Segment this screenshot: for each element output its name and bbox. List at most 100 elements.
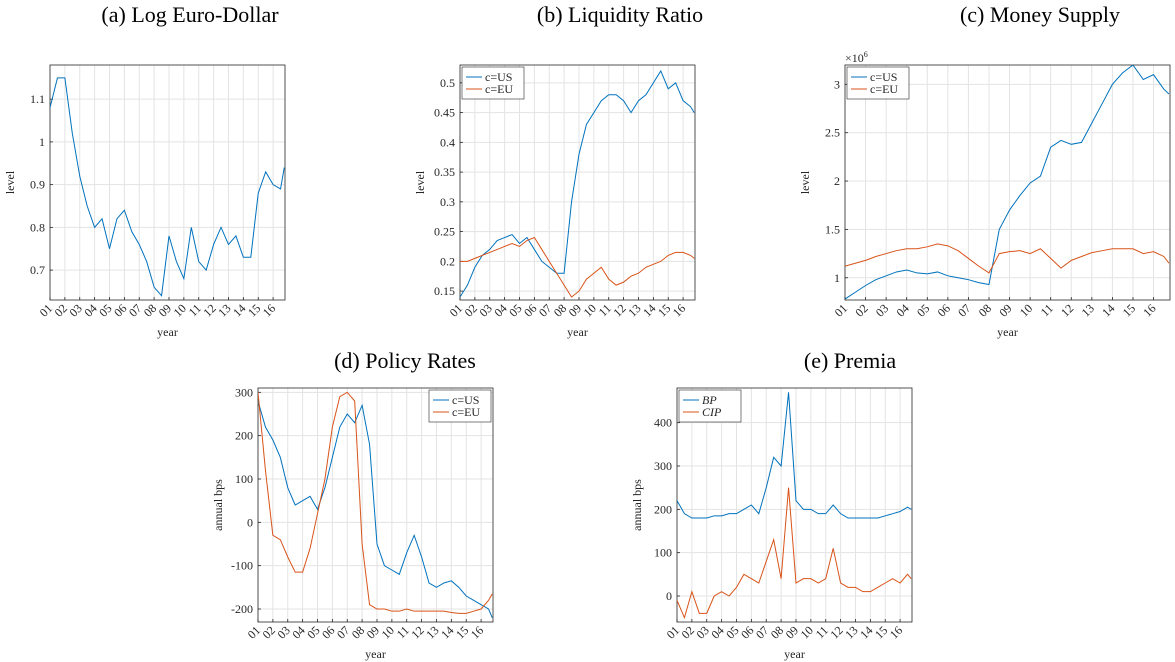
subplot: (e) Premia010203040506070809101112131415… bbox=[630, 348, 913, 661]
legend-box bbox=[461, 66, 525, 100]
x-tick-label: 03 bbox=[873, 301, 891, 319]
legend-label: c=US bbox=[870, 70, 897, 84]
x-tick-label: 14 bbox=[1099, 301, 1117, 319]
x-axis-label: year bbox=[567, 325, 588, 339]
x-tick-label: 02 bbox=[852, 301, 870, 319]
y-tick-label: 0.45 bbox=[434, 106, 455, 120]
x-tick-label: 16 bbox=[260, 301, 278, 319]
data-line bbox=[258, 400, 493, 618]
y-tick-label: -200 bbox=[231, 602, 253, 616]
y-axis-label: level bbox=[413, 170, 427, 194]
x-tick-label: 16 bbox=[887, 623, 905, 641]
x-tick-label: 16 bbox=[1140, 301, 1158, 319]
y-tick-label: 2.5 bbox=[825, 126, 840, 140]
x-tick-label: 16 bbox=[468, 623, 486, 641]
y-tick-label: 0.15 bbox=[434, 284, 455, 298]
y-axis-label: annual bps bbox=[630, 479, 644, 531]
x-tick-label: 04 bbox=[893, 301, 911, 319]
data-line bbox=[460, 69, 695, 298]
plot-lines bbox=[258, 391, 493, 618]
plot-frame bbox=[844, 64, 1171, 301]
y-tick-label: 3 bbox=[834, 77, 840, 91]
y-tick-label: 0.8 bbox=[30, 220, 45, 234]
y-tick-label: -100 bbox=[231, 559, 253, 573]
y-axis-label: annual bps bbox=[211, 479, 225, 531]
subplot: (b) Liquidity Ratio010203040506070809101… bbox=[413, 2, 703, 339]
y-tick-label: 0.3 bbox=[440, 195, 455, 209]
subplot-title: (d) Policy Rates bbox=[334, 348, 476, 373]
y-tick-label: 200 bbox=[654, 502, 672, 516]
x-tick-label: 11 bbox=[1038, 301, 1056, 319]
y-tick-label: 1.5 bbox=[825, 222, 840, 236]
y-tick-label: 300 bbox=[235, 385, 253, 399]
legend-label: c=EU bbox=[870, 82, 898, 96]
plot-lines bbox=[677, 392, 912, 620]
x-tick-label: 16 bbox=[670, 301, 688, 319]
y-tick-label: 0 bbox=[247, 515, 253, 529]
legend-box bbox=[428, 389, 492, 423]
subplot-title: (a) Log Euro-Dollar bbox=[101, 2, 279, 27]
y-tick-label: 200 bbox=[235, 429, 253, 443]
plot-frame bbox=[459, 64, 696, 301]
legend-label: c=EU bbox=[452, 405, 480, 419]
data-line bbox=[258, 391, 493, 614]
data-line bbox=[460, 236, 695, 298]
y-tick-label: 0.35 bbox=[434, 165, 455, 179]
data-line bbox=[677, 392, 912, 519]
data-line bbox=[50, 77, 285, 297]
x-tick-label: 07 bbox=[955, 301, 973, 319]
subplot-title: (e) Premia bbox=[804, 348, 896, 373]
y-tick-label: 100 bbox=[235, 472, 253, 486]
y-tick-label: 0.2 bbox=[440, 254, 455, 268]
legend: c=USc=EU bbox=[428, 389, 492, 423]
plot-lines bbox=[460, 69, 695, 298]
x-axis-label: year bbox=[784, 647, 805, 661]
subplot: (a) Log Euro-Dollar010203040506070809101… bbox=[3, 2, 286, 339]
plot-lines bbox=[845, 65, 1170, 300]
data-line bbox=[845, 65, 1170, 300]
legend-label: c=US bbox=[452, 393, 479, 407]
plot-frame bbox=[676, 387, 913, 623]
legend-box bbox=[678, 389, 742, 423]
plot-lines bbox=[50, 77, 285, 297]
y-tick-label: 0.4 bbox=[440, 135, 455, 149]
x-tick-label: 08 bbox=[976, 301, 994, 319]
subplot: (d) Policy Rates010203040506070809101112… bbox=[211, 348, 494, 661]
x-tick-label: 12 bbox=[1058, 301, 1076, 319]
y-tick-label: 0.25 bbox=[434, 225, 455, 239]
legend-label: CIP bbox=[702, 405, 722, 419]
legend-label: BP bbox=[702, 393, 717, 407]
x-tick-label: 01 bbox=[832, 301, 850, 319]
y-axis-label: level bbox=[798, 170, 812, 194]
data-line bbox=[677, 487, 912, 620]
legend-box bbox=[846, 66, 910, 100]
y-exponent: ×106 bbox=[845, 50, 868, 65]
x-tick-label: 10 bbox=[1017, 301, 1035, 319]
y-tick-label: 0.5 bbox=[440, 76, 455, 90]
x-tick-label: 06 bbox=[935, 301, 953, 319]
x-tick-label: 05 bbox=[914, 301, 932, 319]
x-tick-label: 13 bbox=[1079, 301, 1097, 319]
legend: c=USc=EU bbox=[461, 66, 525, 100]
x-axis-label: year bbox=[997, 325, 1018, 339]
y-exponent-base: ×10 bbox=[845, 51, 864, 65]
y-tick-label: 1 bbox=[39, 135, 45, 149]
y-tick-label: 2 bbox=[834, 174, 840, 188]
y-tick-label: 300 bbox=[654, 459, 672, 473]
x-tick-label: 15 bbox=[1120, 301, 1138, 319]
data-line bbox=[845, 243, 1170, 274]
x-axis-label: year bbox=[365, 647, 386, 661]
y-tick-label: 1.1 bbox=[30, 92, 45, 106]
legend-label: c=US bbox=[485, 70, 512, 84]
legend: c=USc=EU bbox=[846, 66, 910, 100]
plot-frame bbox=[49, 64, 286, 301]
y-tick-label: 400 bbox=[654, 416, 672, 430]
y-tick-label: 0.9 bbox=[30, 178, 45, 192]
y-tick-label: 100 bbox=[654, 546, 672, 560]
y-tick-label: 0.7 bbox=[30, 263, 45, 277]
plot-frame bbox=[257, 387, 494, 623]
y-axis-label: level bbox=[3, 170, 17, 194]
